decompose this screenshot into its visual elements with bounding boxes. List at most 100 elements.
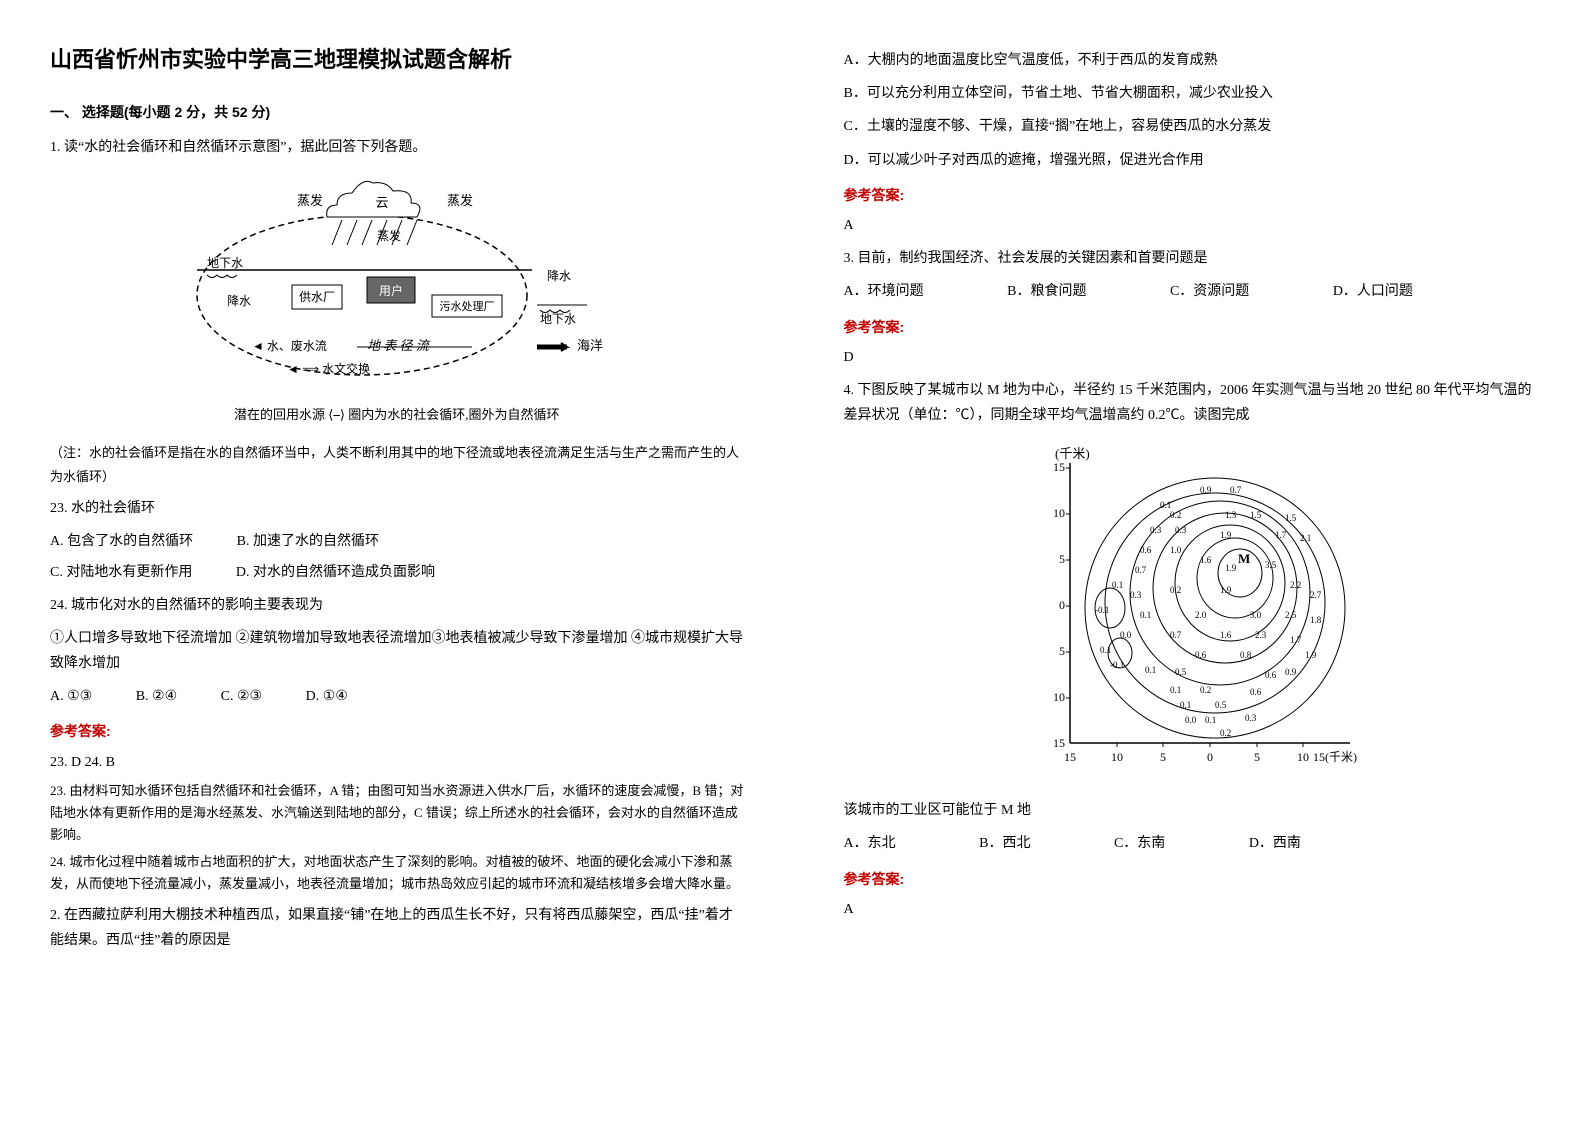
- svg-text:地 表 径 流: 地 表 径 流: [367, 338, 431, 353]
- svg-text:3.5: 3.5: [1265, 560, 1277, 570]
- svg-text:2.7: 2.7: [1310, 590, 1322, 600]
- svg-text:蒸发: 蒸发: [297, 193, 323, 208]
- q1-ans-label: 参考答案:: [50, 719, 744, 744]
- svg-text:0.3: 0.3: [1245, 713, 1257, 723]
- q4-b: B．西北: [979, 831, 1030, 856]
- svg-text:0.9: 0.9: [1200, 485, 1212, 495]
- svg-text:0.5: 0.5: [1175, 667, 1187, 677]
- q23-b: B. 加速了水的自然循环: [237, 529, 379, 554]
- section-header: 一、 选择题(每小题 2 分，共 52 分): [50, 100, 744, 125]
- svg-text:5: 5: [1160, 750, 1166, 764]
- q24-line: ①人口增多导致地下径流增加 ②建筑物增加导致地表径流增加③地表植被减少导致下渗量…: [50, 626, 744, 676]
- svg-text:海洋: 海洋: [577, 338, 603, 353]
- svg-text:10: 10: [1053, 690, 1065, 704]
- svg-text:15: 15: [1053, 460, 1065, 474]
- svg-text:0.5: 0.5: [1215, 700, 1227, 710]
- q1-exp24: 24. 城市化过程中随着城市占地面积的扩大，对地面状态产生了深刻的影响。对植被的…: [50, 851, 744, 895]
- q1-note: （注：水的社会循环是指在水的自然循环当中，人类不断利用其中的地下径流或地表径流满…: [50, 441, 744, 488]
- svg-text:地下水: 地下水: [207, 256, 243, 270]
- svg-text:0.7: 0.7: [1230, 485, 1242, 495]
- svg-text:1.5: 1.5: [1250, 510, 1262, 520]
- caption-text: 潜在的回用水源 ⟨⎯⟩ 圈内为水的社会循环,圈外为自然循环: [234, 407, 559, 422]
- svg-text:0.1: 0.1: [1160, 500, 1171, 510]
- svg-text:0: 0: [1207, 750, 1213, 764]
- q2-stem: 2. 在西藏拉萨利用大棚技术种植西瓜，如果直接“铺”在地上的西瓜生长不好，只有将…: [50, 903, 744, 953]
- svg-text:0.3: 0.3: [1175, 525, 1187, 535]
- svg-text:1.6: 1.6: [1220, 630, 1232, 640]
- q23-options-row1: A. 包含了水的自然循环 B. 加速了水的自然循环: [50, 529, 744, 554]
- svg-text:1.9: 1.9: [1220, 530, 1232, 540]
- q3-b: B．粮食问题: [1007, 279, 1086, 304]
- svg-text:5: 5: [1059, 552, 1065, 566]
- q3-stem: 3. 目前，制约我国经济、社会发展的关键因素和首要问题是: [844, 246, 1538, 271]
- svg-text:0.2: 0.2: [1170, 510, 1181, 520]
- svg-text:供水厂: 供水厂: [299, 290, 335, 304]
- svg-text:0.2: 0.2: [1170, 585, 1181, 595]
- svg-text:3.0: 3.0: [1250, 610, 1262, 620]
- svg-text:-0.1: -0.1: [1110, 660, 1124, 670]
- q3-a: A．环境问题: [844, 279, 924, 304]
- q1-ans: 23. D 24. B: [50, 750, 744, 775]
- svg-text:5: 5: [1254, 750, 1260, 764]
- svg-text:1.0: 1.0: [1170, 545, 1182, 555]
- svg-text:降水: 降水: [547, 269, 571, 283]
- svg-text:用户: 用户: [379, 283, 403, 298]
- svg-text:(千米): (千米): [1055, 446, 1090, 461]
- q24-b: B. ②④: [136, 684, 177, 709]
- q3-d: D．人口问题: [1333, 279, 1413, 304]
- svg-text:-0.1: -0.1: [1095, 605, 1109, 615]
- svg-text:1.5: 1.5: [1285, 513, 1297, 523]
- svg-text:2.5: 2.5: [1285, 610, 1297, 620]
- q2-c: C．土壤的湿度不够、干燥，直接“搁”在地上，容易使西瓜的水分蒸发: [844, 114, 1538, 139]
- svg-text:0.1: 0.1: [1145, 665, 1156, 675]
- q24-options: A. ①③ B. ②④ C. ②③ D. ①④: [50, 684, 744, 709]
- q4-sub: 该城市的工业区可能位于 M 地: [844, 798, 1538, 823]
- svg-text:0.7: 0.7: [1135, 565, 1147, 575]
- svg-text:0.1: 0.1: [1205, 715, 1216, 725]
- q23-c: C. 对陆地水有更新作用: [50, 560, 192, 585]
- svg-text:1.9: 1.9: [1225, 563, 1237, 573]
- q3-ans: D: [844, 345, 1538, 370]
- svg-text:1.9: 1.9: [1305, 650, 1317, 660]
- right-column: A．大棚内的地面温度比空气温度低，不利于西瓜的发育成熟 B．可以充分利用立体空间…: [794, 0, 1587, 1122]
- q2-d: D．可以减少叶子对西瓜的遮掩，增强光照，促进光合作用: [844, 148, 1538, 173]
- q4-ans: A: [844, 897, 1538, 922]
- svg-text:10: 10: [1111, 750, 1123, 764]
- svg-text:1.7: 1.7: [1290, 635, 1302, 645]
- svg-text:2.0: 2.0: [1195, 610, 1207, 620]
- q4-stem: 4. 下图反映了某城市以 M 地为中心，半径约 15 千米范围内，2006 年实…: [844, 378, 1538, 428]
- svg-text:M: M: [1238, 551, 1250, 566]
- svg-text:0: 0: [1059, 598, 1065, 612]
- q4-ans-label: 参考答案:: [844, 867, 1538, 892]
- q4-c: C．东南: [1114, 831, 1165, 856]
- svg-text:0.1: 0.1: [1140, 610, 1151, 620]
- q2-a: A．大棚内的地面温度比空气温度低，不利于西瓜的发育成熟: [844, 48, 1538, 73]
- svg-text:污水处理厂: 污水处理厂: [439, 300, 494, 313]
- svg-text:云: 云: [375, 195, 388, 210]
- svg-text:0.1: 0.1: [1170, 685, 1181, 695]
- q4-a: A．东北: [844, 831, 896, 856]
- svg-text:0.6: 0.6: [1140, 545, 1152, 555]
- svg-text:地下水: 地下水: [540, 312, 576, 326]
- q3-ans-label: 参考答案:: [844, 315, 1538, 340]
- q24-c: C. ②③: [221, 684, 262, 709]
- svg-text:0.0: 0.0: [1185, 715, 1197, 725]
- q2-ans-label: 参考答案:: [844, 183, 1538, 208]
- svg-text:1.6: 1.6: [1200, 555, 1212, 565]
- water-cycle-diagram: 云 蒸发 蒸发 蒸发 地下水 降水 供水厂 用户 污水处理厂: [50, 175, 744, 426]
- q23-options-row2: C. 对陆地水有更新作用 D. 对水的自然循环造成负面影响: [50, 560, 744, 585]
- svg-text:15: 15: [1053, 736, 1065, 750]
- diagram-caption: 潜在的回用水源 ⟨⎯⟩ 圈内为水的社会循环,圈外为自然循环: [50, 403, 744, 426]
- q3-options: A．环境问题 B．粮食问题 C．资源问题 D．人口问题: [844, 279, 1538, 304]
- svg-text:0.0: 0.0: [1120, 630, 1132, 640]
- q24-a: A. ①③: [50, 684, 92, 709]
- q4-options: A．东北 B．西北 C．东南 D．西南: [844, 831, 1538, 856]
- q3-c: C．资源问题: [1170, 279, 1249, 304]
- page-title: 山西省忻州市实验中学高三地理模拟试题含解析: [50, 40, 744, 80]
- svg-text:0.2: 0.2: [1220, 728, 1231, 738]
- svg-text:0.1: 0.1: [1112, 580, 1123, 590]
- svg-text:2.2: 2.2: [1290, 580, 1301, 590]
- q2-b: B．可以充分利用立体空间，节省土地、节省大棚面积，减少农业投入: [844, 81, 1538, 106]
- svg-text:1.9: 1.9: [1220, 585, 1232, 595]
- svg-text:15(千米): 15(千米): [1313, 750, 1357, 764]
